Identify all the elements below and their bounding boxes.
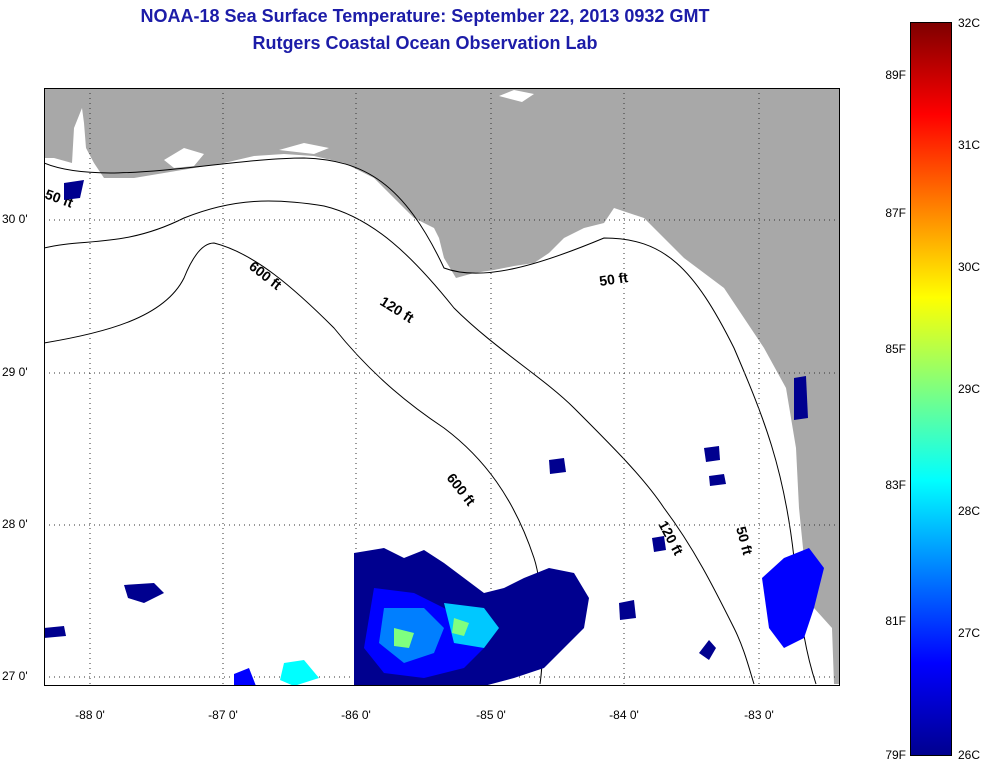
colorbar-label-30c: 30C <box>958 260 981 274</box>
contour-label-50ft-south: 50 ft <box>733 525 756 557</box>
lon-label-85: -85 0' <box>476 708 506 722</box>
lake-inland <box>499 90 534 102</box>
contour-120ft <box>44 200 755 685</box>
bay-inlet <box>279 143 329 154</box>
colorbar-label-83f: 83F <box>885 478 906 492</box>
contour-label-600ft-south: 600 ft <box>444 470 479 509</box>
contour-600ft <box>44 242 543 685</box>
contour-label-600ft-north: 600 ft <box>246 258 285 293</box>
lon-label-84: -84 0' <box>609 708 639 722</box>
lat-label-28: 28 0' <box>2 517 28 531</box>
lon-label-88: -88 0' <box>75 708 105 722</box>
colorbar-label-29c: 29C <box>958 382 981 396</box>
lon-label-86: -86 0' <box>341 708 371 722</box>
map-title: NOAA-18 Sea Surface Temperature: Septemb… <box>140 6 710 26</box>
colorbar-label-89f: 89F <box>885 68 906 82</box>
lat-label-27: 27 0' <box>2 669 28 683</box>
colorbar-label-79f: 79F <box>885 748 906 762</box>
sst-map[interactable]: 50 ft 50 ft 50 ft 120 ft 120 ft 600 ft 6… <box>44 88 840 686</box>
contour-label-50ft-east: 50 ft <box>598 269 629 289</box>
colorbar-label-27c: 27C <box>958 626 981 640</box>
sst-patches <box>44 180 824 686</box>
lon-label-83: -83 0' <box>744 708 774 722</box>
colorbar-label-31c: 31C <box>958 138 981 152</box>
lat-label-30: 30 0' <box>2 212 28 226</box>
colorbar-label-85f: 85F <box>885 342 906 356</box>
colorbar-label-81f: 81F <box>885 614 906 628</box>
contour-50ft <box>44 157 817 685</box>
lon-label-87: -87 0' <box>208 708 238 722</box>
colorbar-label-32c: 32C <box>958 16 981 30</box>
contour-label-120ft-north: 120 ft <box>377 293 417 326</box>
land-mass <box>44 88 840 684</box>
colorbar-label-26c: 26C <box>958 748 981 762</box>
colorbar-label-28c: 28C <box>958 504 981 518</box>
map-subtitle: Rutgers Coastal Ocean Observation Lab <box>252 33 598 53</box>
temperature-colorbar <box>910 22 952 756</box>
lat-label-29: 29 0' <box>2 365 28 379</box>
colorbar-label-87f: 87F <box>885 206 906 220</box>
bay-inlet <box>164 148 204 168</box>
